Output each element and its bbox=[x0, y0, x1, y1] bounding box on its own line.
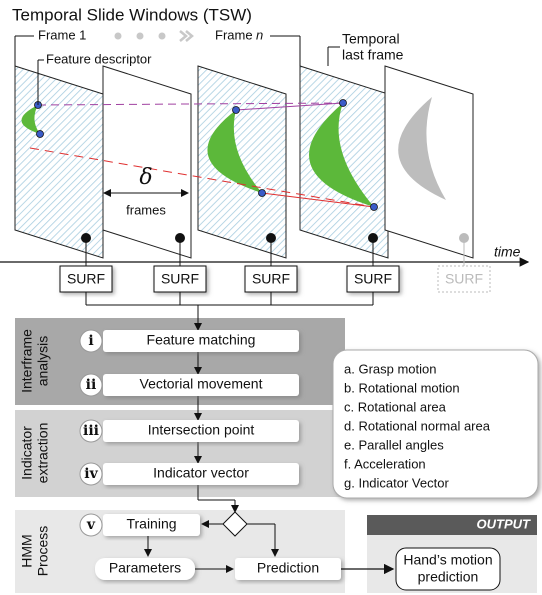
output-text: Hand’s motion bbox=[403, 552, 492, 568]
keypoint bbox=[340, 100, 347, 107]
diagram: Temporal Slide Windows (TSW) Feature des… bbox=[0, 0, 542, 595]
ellipsis-dot bbox=[115, 33, 122, 40]
last-frame-label: Temporal bbox=[342, 31, 400, 47]
step-numeral: ii bbox=[86, 377, 97, 393]
feature-descriptor-label: Feature descriptor bbox=[46, 51, 152, 66]
section-label: Interframe bbox=[19, 329, 35, 393]
section-label: HMM bbox=[19, 534, 35, 567]
surf-label: SURF bbox=[67, 271, 105, 287]
step-text: Intersection point bbox=[148, 422, 255, 438]
output-text: prediction bbox=[418, 569, 479, 585]
title: Temporal Slide Windows (TSW) bbox=[12, 5, 252, 24]
parameters-label: Parameters bbox=[109, 560, 181, 576]
ellipsis-arrow bbox=[180, 31, 192, 41]
step-numeral: i bbox=[88, 333, 93, 349]
frame bbox=[15, 66, 103, 258]
ellipsis-dot bbox=[159, 33, 166, 40]
output-header-label: OUTPUT bbox=[477, 516, 532, 531]
indicator-item: f. Acceleration bbox=[344, 456, 426, 471]
surf-label: SURF bbox=[354, 271, 392, 287]
step-text: Training bbox=[126, 516, 176, 532]
frame-first-label: Frame 1 bbox=[38, 27, 86, 42]
indicator-item: g. Indicator Vector bbox=[344, 475, 449, 490]
indicator-item: c. Rotational area bbox=[344, 399, 447, 414]
prediction-label: Prediction bbox=[257, 560, 319, 576]
step-numeral: iii bbox=[83, 423, 99, 439]
surf-label: SURF bbox=[252, 271, 290, 287]
indicator-item: e. Parallel angles bbox=[344, 437, 444, 452]
indicator-item: b. Rotational motion bbox=[344, 380, 460, 395]
ellipsis-dot bbox=[137, 33, 144, 40]
surf-label: SURF bbox=[445, 271, 483, 287]
section-label: Process bbox=[35, 526, 51, 577]
keypoint bbox=[37, 131, 44, 138]
step-text: Vectorial movement bbox=[140, 376, 263, 392]
section-label: Indicator bbox=[19, 426, 35, 480]
step-numeral: iv bbox=[84, 466, 98, 482]
surf-label: SURF bbox=[161, 271, 199, 287]
section-label: extraction bbox=[35, 423, 51, 484]
keypoint bbox=[259, 190, 266, 197]
indicator-item: d. Rotational normal area bbox=[344, 418, 491, 433]
frame-last-var: n bbox=[256, 27, 263, 42]
keypoint bbox=[371, 204, 378, 211]
last-frame-label: last frame bbox=[342, 47, 404, 63]
frame-last-prefix: Frame bbox=[215, 27, 253, 42]
section-label: analysis bbox=[35, 336, 51, 387]
time-label: time bbox=[494, 244, 521, 260]
delta-symbol: δ bbox=[139, 165, 152, 190]
step-text: Indicator vector bbox=[153, 465, 249, 481]
delta-unit: frames bbox=[126, 202, 166, 217]
indicator-item: a. Grasp motion bbox=[344, 361, 437, 376]
step-numeral: v bbox=[86, 517, 96, 533]
step-text: Feature matching bbox=[147, 332, 256, 348]
frame bbox=[103, 66, 191, 258]
keypoint bbox=[233, 107, 240, 114]
